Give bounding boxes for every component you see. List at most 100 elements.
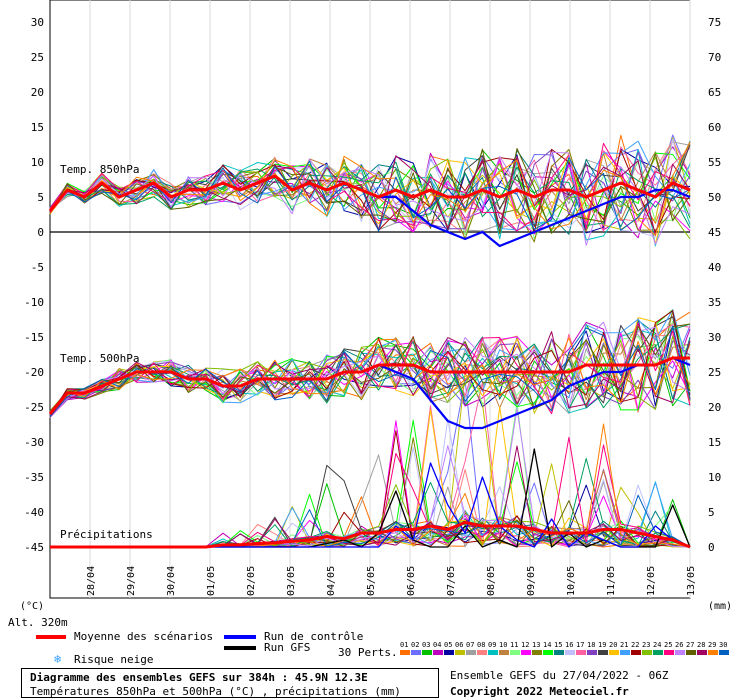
pert-t500-line bbox=[49, 325, 691, 417]
right-tick-label: 70 bbox=[708, 51, 721, 64]
legend-control: Run de contrôle bbox=[264, 630, 364, 643]
perturbation-number: 24 bbox=[653, 641, 661, 649]
x-date-label: 03/05 bbox=[286, 566, 297, 596]
perturbation-number: 25 bbox=[664, 641, 672, 649]
right-tick-label: 45 bbox=[708, 226, 721, 239]
x-date-label: 10/05 bbox=[566, 566, 577, 596]
perturbation-number: 20 bbox=[609, 641, 617, 649]
legend-mean: Moyenne des scénarios bbox=[74, 630, 214, 643]
right-tick-label: 65 bbox=[708, 86, 721, 99]
x-date-label: 06/05 bbox=[406, 566, 417, 596]
perturbation-swatch bbox=[444, 650, 454, 655]
x-date-label: 01/05 bbox=[206, 566, 217, 596]
perturbation-swatch bbox=[477, 650, 487, 655]
ensemble-info: Ensemble GEFS du 27/04/2022 - 06Z bbox=[450, 669, 669, 682]
legend-snow: Risque neige bbox=[74, 653, 154, 666]
snowflake-icon: ❄ bbox=[54, 652, 62, 666]
perturbation-number: 21 bbox=[620, 641, 628, 649]
pert-t500-line bbox=[49, 309, 691, 418]
right-tick-label: 5 bbox=[708, 506, 715, 519]
right-tick-label: 35 bbox=[708, 296, 721, 309]
perturbation-number: 23 bbox=[642, 641, 650, 649]
perturbation-number: 17 bbox=[576, 641, 584, 649]
pert-t500-line bbox=[49, 335, 691, 417]
perturbation-swatch bbox=[400, 650, 410, 655]
pert-t850-line bbox=[49, 151, 691, 246]
left-tick-label: 5 bbox=[37, 191, 44, 204]
left-tick-label: -20 bbox=[24, 366, 44, 379]
x-date-label: 02/05 bbox=[246, 566, 257, 596]
left-tick-label: 30 bbox=[31, 16, 44, 29]
x-date-label: 11/05 bbox=[606, 566, 617, 596]
left-tick-label: 0 bbox=[37, 226, 44, 239]
left-tick-label: -15 bbox=[24, 331, 44, 344]
perturbation-number: 02 bbox=[411, 641, 419, 649]
mean-swatch bbox=[36, 635, 66, 639]
t850-label: Temp. 850hPa bbox=[60, 163, 139, 176]
right-tick-label: 50 bbox=[708, 191, 721, 204]
perturbation-number: 09 bbox=[488, 641, 496, 649]
perturbation-number: 11 bbox=[510, 641, 518, 649]
perturbation-number: 19 bbox=[598, 641, 606, 649]
perturbation-swatch bbox=[653, 650, 663, 655]
left-tick-label: -10 bbox=[24, 296, 44, 309]
perturbation-swatch bbox=[697, 650, 707, 655]
pert-t500-line bbox=[49, 322, 691, 416]
left-axis-ticks: 30 25 20 15 10 5 0 -5 -10 -15 -20 -25 -30 -35 -40 -45 bbox=[24, 16, 44, 554]
main-series bbox=[48, 174, 691, 549]
perturbation-swatch bbox=[455, 650, 465, 655]
perturbation-number: 13 bbox=[532, 641, 540, 649]
perturbation-number: 10 bbox=[499, 641, 507, 649]
perturbation-swatch bbox=[510, 650, 520, 655]
perturbation-number: 14 bbox=[543, 641, 551, 649]
perturbation-swatch bbox=[631, 650, 641, 655]
perturbation-number: 06 bbox=[455, 641, 463, 649]
right-tick-label: 0 bbox=[708, 541, 715, 554]
perturbation-swatch bbox=[554, 650, 564, 655]
perturbation-number: 28 bbox=[697, 641, 705, 649]
gfs-swatch bbox=[224, 646, 256, 650]
perturbation-swatch bbox=[411, 650, 421, 655]
perturbation-swatch bbox=[565, 650, 575, 655]
perturbation-number: 18 bbox=[587, 641, 595, 649]
perturbation-swatch bbox=[609, 650, 619, 655]
perturbation-swatch bbox=[598, 650, 608, 655]
pert-t850-line bbox=[49, 150, 691, 235]
perturbation-number: 29 bbox=[708, 641, 716, 649]
perturbation-number: 22 bbox=[631, 641, 639, 649]
left-tick-label: 15 bbox=[31, 121, 44, 134]
perturbation-swatch bbox=[499, 650, 509, 655]
perturbation-swatch bbox=[686, 650, 696, 655]
x-date-labels: 28/04 29/04 30/04 01/05 02/05 03/05 04/05 05/05… bbox=[86, 566, 697, 596]
perturbation-swatch bbox=[543, 650, 553, 655]
x-date-label: 09/05 bbox=[526, 566, 537, 596]
perturbation-number: 30 bbox=[719, 641, 727, 649]
x-date-label: 29/04 bbox=[126, 566, 137, 596]
x-date-label: 04/05 bbox=[326, 566, 337, 596]
right-tick-label: 40 bbox=[708, 261, 721, 274]
legend-perts: 30 Perts. bbox=[338, 646, 398, 659]
legend-gfs: Run GFS bbox=[264, 641, 311, 654]
perturbation-number: 08 bbox=[477, 641, 485, 649]
pert-t500-line bbox=[49, 324, 691, 417]
perturbation-number: 04 bbox=[433, 641, 441, 649]
chart-subtitle: Températures 850hPa et 500hPa (°C) , pré… bbox=[30, 685, 401, 698]
left-tick-label: -25 bbox=[24, 401, 44, 414]
perturbation-swatch bbox=[664, 650, 674, 655]
pert-t500-line bbox=[49, 316, 691, 413]
title-box: Diagramme des ensembles GEFS sur 384h : … bbox=[21, 668, 439, 698]
perturbation-number: 27 bbox=[686, 641, 694, 649]
perturbation-number: 26 bbox=[675, 641, 683, 649]
copyright: Copyright 2022 Meteociel.fr bbox=[450, 685, 629, 698]
right-tick-label: 10 bbox=[708, 471, 721, 484]
x-date-label: 12/05 bbox=[646, 566, 657, 596]
perturbation-swatch bbox=[433, 650, 443, 655]
perturbation-swatch bbox=[422, 650, 432, 655]
pert-t850-line bbox=[49, 152, 691, 216]
x-date-label: 07/05 bbox=[446, 566, 457, 596]
mean-t850-line bbox=[48, 174, 691, 212]
left-tick-label: -5 bbox=[31, 261, 44, 274]
perturbation-swatch bbox=[620, 650, 630, 655]
left-tick-label: 25 bbox=[31, 51, 44, 64]
